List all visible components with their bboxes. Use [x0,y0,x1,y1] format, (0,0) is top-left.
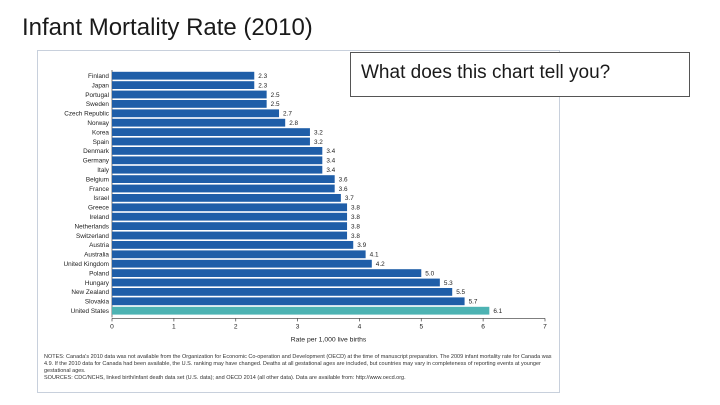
category-label: Slovakia [85,299,110,306]
data-label: 3.9 [357,242,366,249]
bar [112,184,335,193]
chart-notes: NOTES: Canada's 2010 data was not availa… [44,354,556,382]
category-label: Austria [89,242,109,249]
x-tick-label: 0 [110,323,114,330]
bar [112,81,255,89]
data-label: 2.3 [258,73,267,80]
bar [112,269,422,277]
data-label: 2.5 [271,101,280,108]
category-label: United Kingdom [64,261,109,268]
bar [112,128,310,136]
bar [112,306,490,315]
x-tick-label: 2 [234,323,238,330]
bar [112,118,286,127]
sources-text: SOURCES: CDC/NCHS, linked birth/infant d… [44,375,406,381]
category-label: Belgium [86,176,109,183]
discussion-prompt: What does this chart tell you? [350,52,690,97]
data-label: 2.7 [283,111,292,118]
data-label: 5.0 [425,270,434,277]
data-label: 3.4 [326,167,335,174]
category-label: Australia [84,252,109,259]
category-label: Ireland [89,214,109,221]
data-label: 3.2 [314,139,323,146]
bar [112,222,348,230]
data-label: 3.4 [326,158,335,165]
bar [112,165,323,174]
data-label: 3.6 [339,186,348,193]
data-label: 3.6 [339,176,348,183]
data-label: 2.5 [271,92,280,99]
category-label: Israel [93,195,109,202]
bar [112,212,348,221]
data-label: 3.8 [351,205,360,212]
data-label: 4.2 [376,261,385,268]
data-label: 3.4 [326,148,335,155]
data-label: 3.8 [351,223,360,230]
bar [112,147,323,155]
x-tick-label: 5 [419,323,423,330]
category-label: Denmark [83,148,110,155]
bar [112,137,310,146]
x-tick-label: 7 [543,323,547,330]
category-label: Netherlands [75,223,109,230]
bar [112,71,255,80]
category-label: Norway [87,120,109,127]
category-label: Germany [83,158,110,165]
category-label: Switzerland [76,233,109,240]
x-tick-label: 6 [481,323,485,330]
bar [112,231,348,240]
bar [112,241,354,249]
slide-title: Infant Mortality Rate (2010) [22,14,313,41]
bar [112,203,348,212]
category-label: Italy [97,167,110,174]
data-label: 2.8 [289,120,298,127]
category-label: Poland [89,270,109,277]
category-label: Sweden [86,101,110,108]
category-label: Czech Republic [64,111,110,118]
category-label: Korea [92,129,109,136]
data-label: 3.8 [351,214,360,221]
category-label: Finland [88,73,109,80]
category-label: Greece [88,205,109,212]
bar [112,297,465,306]
category-label: Japan [92,82,110,89]
data-label: 6.1 [493,308,502,315]
bar [112,109,280,118]
bar [112,90,267,99]
category-label: United States [71,308,109,315]
data-label: 5.5 [456,289,465,296]
notes-text: NOTES: Canada's 2010 data was not availa… [44,354,552,374]
bar [112,100,267,108]
bar [112,156,323,165]
x-tick-label: 3 [296,323,300,330]
data-label: 3.2 [314,129,323,136]
x-tick-label: 1 [172,323,176,330]
data-label: 2.3 [258,82,267,89]
bar [112,259,372,268]
data-label: 3.8 [351,233,360,240]
bar [112,278,440,287]
x-axis-label: Rate per 1,000 live births [291,336,367,343]
category-label: Portugal [85,92,109,99]
data-label: 5.7 [469,299,478,306]
data-label: 3.7 [345,195,354,202]
bar [112,250,366,259]
category-label: Hungary [85,280,110,287]
x-tick-label: 4 [358,323,362,330]
category-label: Spain [93,139,110,146]
category-label: France [89,186,109,193]
data-label: 4.1 [370,252,379,259]
bar [112,194,341,202]
data-label: 5.3 [444,280,453,287]
bar [112,175,335,183]
bar [112,288,453,296]
category-label: New Zealand [71,289,109,296]
